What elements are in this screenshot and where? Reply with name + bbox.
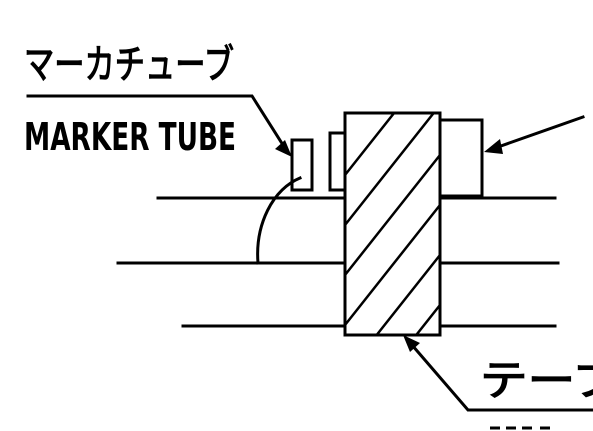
right-leader-arrowhead [484, 139, 503, 154]
cropped-bottom-text-fragment [488, 424, 558, 431]
label-marker-tube-jp: マーカチューブ [24, 42, 234, 88]
label-tape-jp: テープ [480, 356, 593, 405]
right-leader-line [496, 115, 585, 149]
marker-tube [290, 138, 314, 192]
label-marker-tube-en: MARKER TUBE [24, 115, 236, 159]
tape-leader-line [409, 342, 593, 412]
marker-tube-leader-arrowhead [275, 140, 292, 157]
tape-band [343, 111, 442, 337]
tape-hatching [345, 113, 440, 335]
marker-tube-leader-line [26, 94, 286, 148]
tape-leader-arrowhead [403, 335, 420, 352]
